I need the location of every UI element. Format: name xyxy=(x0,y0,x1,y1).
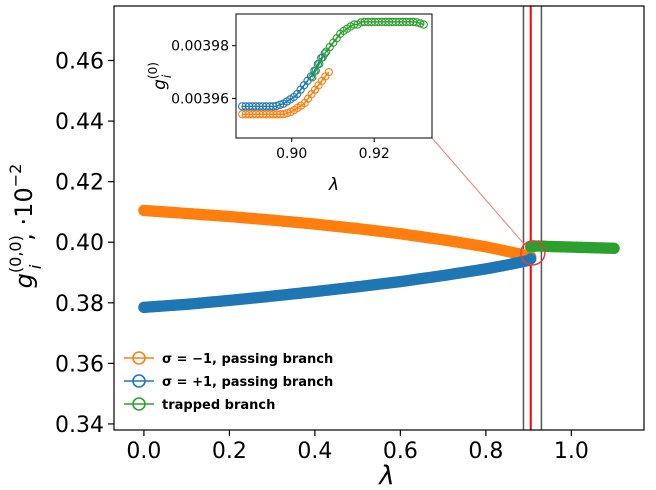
x-axis-label: λ xyxy=(377,461,394,490)
y-axis-label: g(0,0)i , ·10−2 xyxy=(6,164,45,289)
inset-data-point xyxy=(315,59,324,69)
inset-y-tick-label: 0.00398 xyxy=(171,39,229,55)
x-tick-label: 1.0 xyxy=(554,439,589,464)
inset-y-label-part: i xyxy=(160,74,174,78)
inset-data-point xyxy=(275,100,285,109)
inset-frame xyxy=(235,13,433,139)
x-tick-label: 0.2 xyxy=(212,439,247,464)
data-point xyxy=(608,242,620,254)
inset-data-point xyxy=(419,20,428,29)
inset-y-label-part: g xyxy=(150,79,170,90)
y-label-part: , ·10 xyxy=(10,187,38,240)
legend-label: σ = −1, passing branch xyxy=(162,352,333,367)
y-label-part: −2 xyxy=(6,164,25,188)
y-tick-label: 0.36 xyxy=(55,352,104,377)
inset-background xyxy=(236,14,432,138)
legend-item: σ = +1, passing branch xyxy=(124,374,333,390)
legend-label: σ = +1, passing branch xyxy=(162,375,333,390)
y-tick-label: 0.34 xyxy=(55,413,104,438)
legend-item: σ = −1, passing branch xyxy=(124,351,333,367)
inset-series-2 xyxy=(308,17,428,82)
inset-x-axis-label: λ xyxy=(328,175,339,195)
inset-data-point xyxy=(416,19,425,28)
main-plot: 0.0 0.2 0.4 0.6 0.8 1.0 0.34 0.36 0.38 0.40 0.42 0.… xyxy=(55,5,645,464)
series-2 xyxy=(525,240,620,254)
x-tick-label: 0.4 xyxy=(297,439,332,464)
y-tick-label: 0.44 xyxy=(55,110,104,135)
legend-item: trapped branch xyxy=(124,397,275,413)
inset-y-label-part: (0) xyxy=(146,62,160,79)
zoom-circle xyxy=(520,240,546,266)
legend: σ = −1, passing branch σ = +1, passing br… xyxy=(124,351,333,413)
legend-marker xyxy=(132,397,146,411)
inset-plot: 0.90 0.92 0.00396 0.00398 λ g(0)i xyxy=(146,13,433,195)
x-tick-label: 0.0 xyxy=(126,439,161,464)
inset-y-axis-label: g(0)i xyxy=(146,62,174,90)
inset-data-point xyxy=(324,67,333,77)
main-frame xyxy=(113,5,645,431)
inset-y-tick-label: 0.00396 xyxy=(171,91,229,107)
x-tick-label: 0.6 xyxy=(383,439,418,464)
y-label-part: i xyxy=(26,264,45,269)
y-tick-label: 0.40 xyxy=(55,231,104,256)
inset-x-tick-label: 0.92 xyxy=(359,146,390,162)
inset-series-0 xyxy=(238,67,333,119)
series-1 xyxy=(138,253,537,314)
inset-data-point xyxy=(308,73,317,82)
y-label-part: (0,0) xyxy=(6,235,25,273)
axis-labels: λ g(0,0)i , ·10−2 xyxy=(6,164,395,490)
inset-connector xyxy=(431,137,525,245)
inset-data-point xyxy=(311,66,320,75)
y-label-part: g xyxy=(10,273,38,288)
y-tick-label: 0.46 xyxy=(55,50,104,75)
y-tick-label: 0.38 xyxy=(55,292,104,317)
inset-data-point xyxy=(283,108,292,118)
x-tick-label: 0.8 xyxy=(468,439,503,464)
legend-label: trapped branch xyxy=(162,398,275,413)
legend-marker xyxy=(132,351,146,365)
inset-connector-line xyxy=(431,137,525,245)
inset-series-1 xyxy=(238,49,329,111)
legend-marker xyxy=(132,374,146,388)
series-0 xyxy=(138,204,537,263)
inset-x-tick-label: 0.90 xyxy=(276,146,307,162)
y-tick-label: 0.42 xyxy=(55,171,104,196)
